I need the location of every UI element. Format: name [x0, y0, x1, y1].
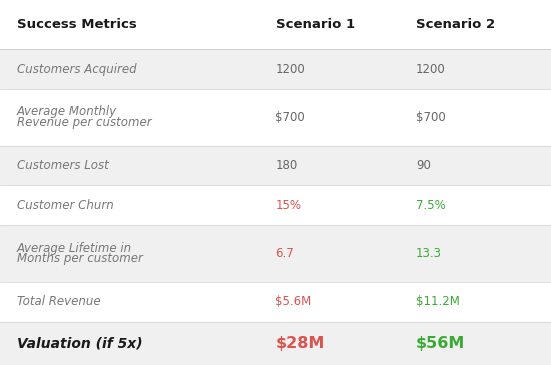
Text: 1200: 1200 — [276, 62, 305, 76]
Bar — [0, 322, 551, 365]
Text: 90: 90 — [416, 159, 431, 172]
Text: Customers Lost: Customers Lost — [17, 159, 109, 172]
Text: Months per customer: Months per customer — [17, 253, 142, 265]
Text: Total Revenue: Total Revenue — [17, 295, 100, 308]
Text: $700: $700 — [416, 111, 446, 124]
Bar — [0, 49, 551, 89]
Bar — [0, 146, 551, 185]
Text: 6.7: 6.7 — [276, 247, 294, 260]
Text: Average Monthly: Average Monthly — [17, 105, 117, 118]
Text: Customers Acquired: Customers Acquired — [17, 62, 136, 76]
Bar — [0, 225, 551, 282]
Text: $5.6M: $5.6M — [276, 295, 312, 308]
Text: Scenario 2: Scenario 2 — [416, 18, 495, 31]
Text: Average Lifetime in: Average Lifetime in — [17, 242, 132, 254]
Text: Success Metrics: Success Metrics — [17, 18, 136, 31]
Text: 15%: 15% — [276, 199, 301, 212]
Text: Revenue per customer: Revenue per customer — [17, 116, 151, 129]
Text: $700: $700 — [276, 111, 305, 124]
Text: 1200: 1200 — [416, 62, 446, 76]
Text: 13.3: 13.3 — [416, 247, 442, 260]
Text: 7.5%: 7.5% — [416, 199, 446, 212]
Text: $28M: $28M — [276, 336, 325, 351]
Text: Customer Churn: Customer Churn — [17, 199, 114, 212]
Text: $56M: $56M — [416, 336, 466, 351]
Text: Valuation (if 5x): Valuation (if 5x) — [17, 336, 142, 350]
Text: $11.2M: $11.2M — [416, 295, 460, 308]
Text: 180: 180 — [276, 159, 298, 172]
Text: Scenario 1: Scenario 1 — [276, 18, 355, 31]
